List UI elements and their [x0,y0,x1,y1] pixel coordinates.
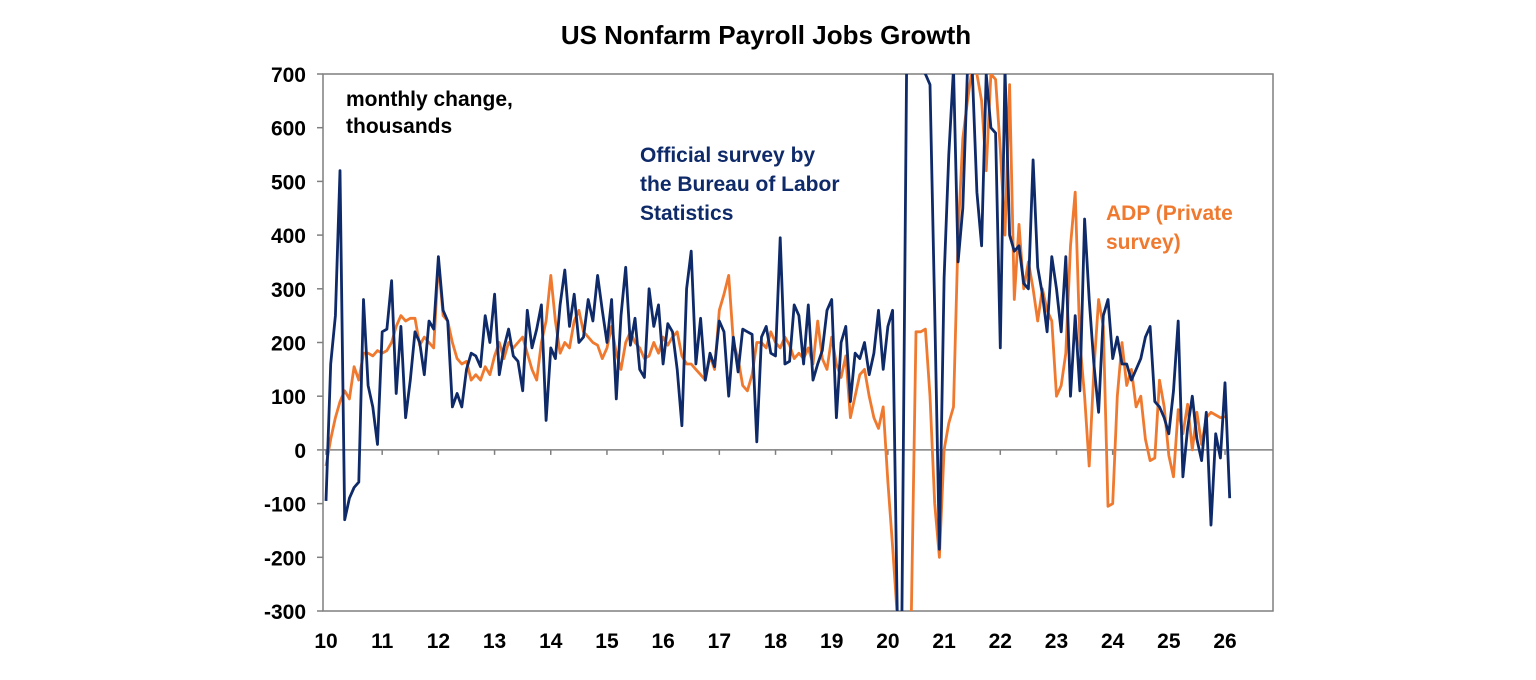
y-tick-label: -300 [264,601,306,624]
series-label-bls: Official survey by the Bureau of Labor Sta… [640,144,840,225]
y-tick-label: 0 [294,440,306,463]
series-label-adp: ADP (Private survey) [1106,202,1233,254]
bls-label-line: Official survey by [640,144,815,167]
x-tick-label: 15 [595,630,619,653]
chart-title: US Nonfarm Payroll Jobs Growth [561,20,971,50]
x-tick-label: 12 [427,630,450,653]
y-tick-label: 400 [271,225,306,248]
bls-label-line: Statistics [640,202,733,225]
x-tick-label: 26 [1213,630,1236,653]
y-tick-label: -100 [264,494,306,517]
x-tick-label: 21 [932,630,956,653]
y-tick-label: 100 [271,386,306,409]
x-tick-label: 10 [314,630,337,653]
x-tick-label: 23 [1045,630,1068,653]
x-tick-label: 20 [876,630,899,653]
x-axis: 10 11 12 13 14 15 16 17 18 19 20 21 22 23 24 25 26 [314,449,1237,653]
series-line-bls [324,74,1232,611]
adp-label-line: ADP (Private [1106,202,1233,225]
x-tick-label: 11 [371,630,394,653]
x-tick-label: 22 [989,630,1012,653]
y-tick-label: 600 [271,118,306,141]
y-tick-label: 500 [271,171,306,194]
y-axis-label: monthly change, thousands [346,88,513,138]
y-tick-label: 300 [271,279,306,302]
x-tick-label: 13 [483,630,506,653]
x-tick-label: 14 [539,630,563,653]
y-tick-label: 700 [271,64,306,87]
bls-label-line: the Bureau of Labor [640,173,840,196]
x-tick-label: 24 [1101,630,1125,653]
y-tick-label: 200 [271,333,306,356]
x-tick-label: 16 [651,630,674,653]
x-tick-label: 19 [820,630,843,653]
x-tick-label: 25 [1157,630,1181,653]
y-tick-label: -200 [264,547,306,570]
x-tick-label: 17 [708,630,731,653]
x-tick-label: 18 [764,630,788,653]
adp-label-line: survey) [1106,231,1181,254]
